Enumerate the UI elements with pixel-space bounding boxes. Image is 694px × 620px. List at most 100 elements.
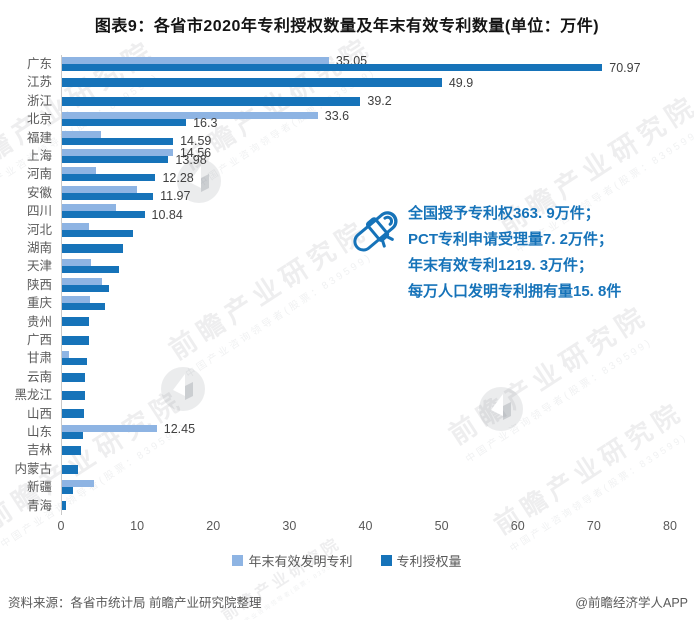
bar-segment <box>62 487 73 495</box>
x-axis-tick-label: 30 <box>282 519 297 533</box>
bar-segment <box>62 57 329 64</box>
bar-segment <box>62 296 91 304</box>
bar-value-label: 11.97 <box>160 189 191 204</box>
x-axis-tick-label: 0 <box>57 519 65 533</box>
bar-segment <box>62 78 442 88</box>
annotation-box: 全国授予专利权363. 9万件； PCT专利申请受理量7. 2万件； 年末有效专利1… <box>408 201 694 305</box>
y-axis-label: 陕西 <box>26 277 52 292</box>
bar-value-label: 12.28 <box>162 170 194 185</box>
bar-value-label: 12.45 <box>163 421 196 436</box>
bar-value-label: 33.6 <box>324 108 350 123</box>
bar-segment <box>62 167 97 175</box>
y-axis-label: 河南 <box>26 167 52 182</box>
y-axis-label: 重庆 <box>26 296 52 311</box>
bar-segment <box>62 204 117 212</box>
bar-value-label: 13.98 <box>175 152 207 167</box>
y-axis-label: 新疆 <box>26 480 52 495</box>
bar-segment <box>62 432 84 439</box>
x-axis-tick-label: 40 <box>358 519 373 533</box>
annotation-line: PCT专利申请受理量7. 2万件； <box>408 231 614 248</box>
y-axis-label: 山西 <box>26 406 52 421</box>
x-axis-tick-label: 70 <box>586 519 601 533</box>
bar-segment <box>62 185 138 193</box>
bar-segment <box>62 351 69 359</box>
bar-segment <box>62 137 174 145</box>
bar-segment <box>62 409 85 419</box>
bar-segment <box>62 464 78 474</box>
y-axis-label: 浙江 <box>26 93 52 108</box>
bar-segment <box>62 480 94 488</box>
y-axis-label: 黑龙江 <box>14 388 52 403</box>
legend-item: 年末有效发明专利 <box>232 551 353 570</box>
legend-item: 专利授权量 <box>380 551 462 570</box>
y-axis-label: 四川 <box>26 204 52 219</box>
legend-swatch <box>232 554 244 566</box>
y-axis-label: 吉林 <box>26 443 52 458</box>
bar-segment <box>62 222 90 230</box>
bar-segment <box>62 259 91 267</box>
x-axis: 0 10 20 30 40 50 60 70 80 <box>57 519 677 535</box>
bar-segment <box>62 284 110 292</box>
bar-segment <box>62 390 85 400</box>
y-axis-label: 内蒙古 <box>14 461 52 476</box>
bar-segment <box>62 243 123 253</box>
annotation-line: 全国授予专利权363. 9万件； <box>408 205 600 222</box>
bar-segment <box>62 425 157 432</box>
bar-segment <box>62 174 156 182</box>
x-axis-tick-label: 50 <box>434 519 449 533</box>
bar-value-label: 49.9 <box>448 75 474 90</box>
bar-segment <box>62 446 82 456</box>
legend-label: 年末有效发明专利 <box>248 553 353 569</box>
bar-value-label: 14.59 <box>180 134 212 149</box>
bar-segment <box>62 96 361 106</box>
y-axis-label: 广东 <box>26 57 52 71</box>
y-axis-label: 广西 <box>26 333 52 347</box>
legend-swatch <box>380 554 392 566</box>
bar-segment <box>62 156 169 163</box>
y-axis-label: 上海 <box>26 149 52 163</box>
credit-note: @前瞻经济学人APP <box>575 596 688 610</box>
bar-segment <box>62 64 603 71</box>
y-axis-label: 甘肃 <box>26 351 52 366</box>
bar-segment <box>62 229 133 237</box>
bar-segment <box>62 130 101 138</box>
source-note: 资料来源：各省市统计局 前瞻产业研究院整理 <box>8 596 262 610</box>
bar-segment <box>62 303 106 311</box>
y-axis-label: 江苏 <box>26 75 52 90</box>
bar-segment <box>62 372 85 382</box>
y-axis-label: 青海 <box>26 498 52 513</box>
certificate-scroll-icon <box>345 200 409 264</box>
bar-segment <box>62 119 187 127</box>
annotation-line: 年末有效专利1219. 3万件； <box>408 257 594 274</box>
y-axis-label: 天津 <box>26 259 52 274</box>
bar-value-label: 16.3 <box>193 115 218 130</box>
annotation-line: 每万人口发明专利拥有量15. 8件 <box>408 283 622 300</box>
chart-title: 图表9：各省市2020年专利授权数量及年末有效专利数量(单位：万件) <box>94 18 600 35</box>
y-axis: 广东 江苏 浙江 北京 福建 上海 河南 安徽 四川 河北 湖南 天津 陕西 重庆 贵州 广西 甘肃 云南 黑龙江山… <box>0 55 56 515</box>
x-axis-tick-label: 20 <box>206 519 221 533</box>
bar-segment <box>62 317 90 327</box>
bar-value-label: 39.2 <box>367 94 392 108</box>
bar-segment <box>62 112 318 120</box>
bar-segment <box>62 266 120 274</box>
legend: 年末有效发明专利 专利授权量 <box>0 551 694 569</box>
bar-segment <box>62 335 90 345</box>
y-axis-label: 湖南 <box>26 241 52 255</box>
bar-segment <box>62 358 88 366</box>
footer: 资料来源：各省市统计局 前瞻产业研究院整理 @前瞻经济学人APP <box>0 590 694 612</box>
bar-segment <box>62 501 66 511</box>
y-axis-label: 贵州 <box>26 314 52 329</box>
bar-value-label: 14.56 <box>179 145 212 160</box>
y-axis-label: 福建 <box>26 130 52 145</box>
legend-label: 专利授权量 <box>396 553 462 569</box>
y-axis-label: 安徽 <box>26 185 52 200</box>
y-axis-label: 河北 <box>26 222 52 237</box>
x-axis-tick-label: 60 <box>510 519 525 533</box>
bar-value-label: 70.97 <box>609 60 641 75</box>
plot-area: 35.05 70.97 49.9 39.2 33.6 16.3 14.59 14.56 13.9… <box>61 54 671 515</box>
x-axis-tick-label: 10 <box>130 519 145 533</box>
bar-value-label: 10.84 <box>151 207 183 222</box>
bar-segment <box>62 149 173 156</box>
y-axis-label: 山东 <box>26 425 52 439</box>
